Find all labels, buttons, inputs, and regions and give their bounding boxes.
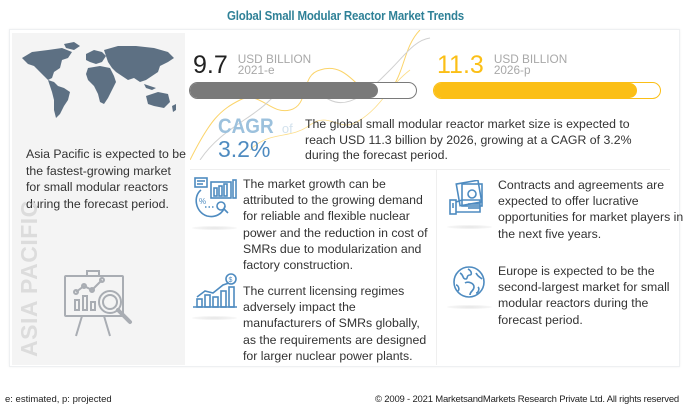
icon-shadow xyxy=(447,305,492,309)
progress-bar-2026 xyxy=(433,82,661,99)
metric-2026-value: 11.3 xyxy=(437,51,484,79)
insight-region: Europe is expected to be the second-larg… xyxy=(498,264,670,327)
money-hand-icon xyxy=(449,180,483,215)
world-map-icon xyxy=(22,42,176,118)
metric-2026-year: 2026-p xyxy=(493,63,531,77)
cagr-block: CAGR of 3.2% xyxy=(218,115,293,162)
progress-bar-2021 xyxy=(189,82,417,99)
progress-fill-2026 xyxy=(434,83,638,98)
metric-2021-year: 2021-e xyxy=(237,63,275,77)
revenue-chart-icon: $ xyxy=(193,273,237,308)
metric-2021-value: 9.7 xyxy=(193,51,228,79)
footer-copyright: © 2009 - 2021 MarketsandMarkets Research… xyxy=(375,394,679,405)
svg-text:$: $ xyxy=(229,277,233,284)
region-description: Asia Pacific is expected to be the faste… xyxy=(26,147,186,211)
globe-icon xyxy=(453,266,485,298)
presentation-analysis-icon xyxy=(64,270,132,337)
metric-2026: 11.3 USD BILLION 2026-p xyxy=(437,52,567,78)
insight-driver: The market growth can be attributed to t… xyxy=(243,177,428,273)
page-title: Global Small Modular Reactor Market Tren… xyxy=(226,9,465,23)
cagr-of: of xyxy=(281,121,293,136)
cagr-label: CAGR xyxy=(218,115,274,138)
divider xyxy=(190,169,670,170)
svg-text:%: % xyxy=(199,197,206,206)
progress-fill-2021 xyxy=(190,83,378,98)
metric-2021: 9.7 USD BILLION 2021-e xyxy=(193,52,311,78)
metric-2026-unit: USD BILLION xyxy=(493,52,568,66)
icon-shadow xyxy=(192,316,237,320)
cagr-value: 3.2% xyxy=(218,136,271,162)
insight-restraint: The current licensing regimes adversely … xyxy=(243,284,427,363)
icon-shadow xyxy=(192,226,237,230)
region-label: ASIA PACIFIC xyxy=(16,200,42,357)
metric-2021-unit: USD BILLION xyxy=(237,52,312,66)
divider xyxy=(436,170,437,365)
footer-note: e: estimated, p: projected xyxy=(5,394,112,405)
insight-opportunity: Contracts and agreements are expected to… xyxy=(498,178,684,241)
icon-shadow xyxy=(447,225,492,229)
cagr-description: The global small modular reactor market … xyxy=(305,117,632,162)
growth-analysis-icon: % xyxy=(194,177,237,218)
